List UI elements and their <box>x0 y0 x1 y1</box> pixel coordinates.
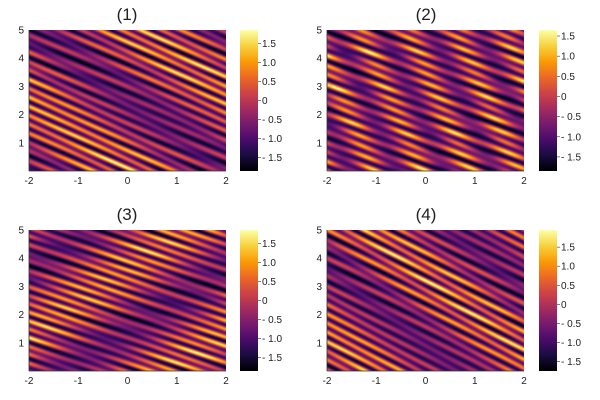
y-tick-label: 1 <box>18 138 24 149</box>
y-tick-label: 2 <box>316 110 322 121</box>
y-tick-label: 3 <box>18 82 24 93</box>
colorbar-tick-label: - 1.5 <box>561 152 581 163</box>
x-tick-label: -2 <box>323 176 332 187</box>
x-tick-label: -2 <box>25 376 34 387</box>
y-tick-label: 3 <box>316 282 322 293</box>
y-tick-label: 2 <box>18 310 24 321</box>
y-tick-label: 4 <box>316 254 322 265</box>
panel-title: (3) <box>117 205 138 224</box>
x-tick-label: 1 <box>174 176 180 187</box>
colorbar-tick-label: 1.5 <box>262 39 276 50</box>
colorbar-tick-label: - 0.5 <box>262 315 282 326</box>
x-tick-label: -1 <box>74 176 83 187</box>
colorbar-tick-label: 0 <box>561 92 567 103</box>
colorbar-tick-label: 0 <box>262 96 268 107</box>
colorbar-tick-label: 0.5 <box>262 77 276 88</box>
colorbar-tick-label: 1.0 <box>262 58 276 69</box>
colorbar-tick-label: 1.5 <box>561 243 575 254</box>
colorbar-tick-label: 0.5 <box>561 72 575 83</box>
x-tick-label: 2 <box>223 176 229 187</box>
colorbar-tick-label: - 0.5 <box>561 112 581 123</box>
colorbar-tick-label: 0.5 <box>561 281 575 292</box>
colorbar-tick-label: 1.5 <box>561 32 575 43</box>
x-tick-label: 2 <box>521 376 527 387</box>
x-tick-label: 0 <box>423 176 429 187</box>
y-tick-label: 5 <box>316 226 322 237</box>
x-tick-label: -2 <box>25 176 34 187</box>
y-tick-label: 2 <box>18 110 24 121</box>
panel-2: (2) -2 -1 0 1 2 1 2 3 4 5 1.5 1.0 0.5 0 - 0.5 - 1.0 - 1.5 <box>316 5 581 187</box>
x-tick-label: 1 <box>472 376 478 387</box>
y-tick-label: 1 <box>316 338 322 349</box>
colorbar <box>539 230 557 371</box>
colorbar-tick-label: 1.0 <box>561 52 575 63</box>
colorbar-tick-label: - 1.0 <box>262 134 282 145</box>
colorbar-tick-label: - 1.0 <box>561 338 581 349</box>
x-tick-label: 0 <box>125 376 131 387</box>
y-tick-label: 5 <box>316 26 322 37</box>
y-tick-label: 4 <box>316 54 322 65</box>
x-tick-label: -1 <box>74 376 83 387</box>
y-tick-label: 3 <box>18 282 24 293</box>
colorbar <box>240 230 258 371</box>
heatmap-image <box>29 30 226 171</box>
colorbar-tick-label: 0 <box>561 300 567 311</box>
y-tick-label: 1 <box>18 338 24 349</box>
x-tick-label: 0 <box>423 376 429 387</box>
colorbar-tick-label: 0.5 <box>262 277 276 288</box>
panel-title: (4) <box>416 205 437 224</box>
colorbar <box>539 30 557 171</box>
y-tick-label: 1 <box>316 138 322 149</box>
heatmap-image <box>327 230 524 371</box>
colorbar-tick-label: 1.5 <box>262 239 276 250</box>
panel-1: (1) -2 -1 0 1 2 1 2 3 4 5 1.5 1.0 0.5 0 - 0.5 - 1.0 - 1.5 <box>18 5 282 187</box>
x-tick-label: 2 <box>223 376 229 387</box>
y-tick-label: 2 <box>316 310 322 321</box>
colorbar-tick-label: 1.0 <box>262 258 276 269</box>
colorbar-tick-label: - 1.5 <box>561 357 581 368</box>
y-tick-label: 5 <box>18 226 24 237</box>
colorbar-tick-label: - 1.0 <box>262 334 282 345</box>
panel-title: (2) <box>416 5 437 24</box>
x-tick-label: -1 <box>372 176 381 187</box>
panel-title: (1) <box>117 5 138 24</box>
colorbar-tick-label: - 0.5 <box>262 115 282 126</box>
y-tick-label: 4 <box>18 54 24 65</box>
colorbar <box>240 30 258 171</box>
colorbar-tick-label: - 1.5 <box>262 353 282 364</box>
colorbar-tick-label: - 1.0 <box>561 132 581 143</box>
x-tick-label: 1 <box>174 376 180 387</box>
panel-3: (3) -2 -1 0 1 2 1 2 3 4 5 1.5 1.0 0.5 0 - 0.5 - 1.0 - 1.5 <box>18 205 282 387</box>
colorbar-tick-label: - 1.5 <box>262 153 282 164</box>
y-tick-label: 3 <box>316 82 322 93</box>
x-tick-label: -1 <box>372 376 381 387</box>
heatmap-image <box>29 230 226 371</box>
x-tick-label: 0 <box>125 176 131 187</box>
colorbar-tick-label: 1.0 <box>561 262 575 273</box>
x-tick-label: 1 <box>472 176 478 187</box>
y-tick-label: 5 <box>18 26 24 37</box>
x-tick-label: -2 <box>323 376 332 387</box>
panel-4: (4) -2 -1 0 1 2 1 2 3 4 5 1.5 1.0 0.5 0 - 0.5 - 1.0 - 1.5 <box>316 205 581 387</box>
colorbar-tick-label: 0 <box>262 296 268 307</box>
colorbar-tick-label: - 0.5 <box>561 319 581 330</box>
heatmap-image <box>327 30 524 171</box>
y-tick-label: 4 <box>18 254 24 265</box>
x-tick-label: 2 <box>521 176 527 187</box>
